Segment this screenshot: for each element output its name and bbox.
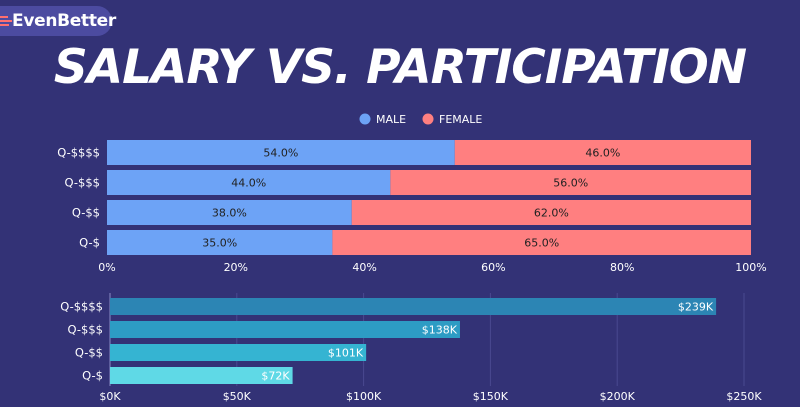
female-bar xyxy=(454,140,751,165)
x-tick-label: 100% xyxy=(735,261,766,274)
salary-bar xyxy=(110,321,460,338)
x-tick-label: 20% xyxy=(224,261,248,274)
x-tick-label: $250K xyxy=(726,390,762,403)
female-data-label: 65.0% xyxy=(524,237,559,250)
category-label: Q-$$ xyxy=(75,346,103,360)
male-data-label: 35.0% xyxy=(202,237,237,250)
legend-marker-male xyxy=(359,113,371,125)
legend-label-male: MALE xyxy=(376,113,406,126)
female-data-label: 56.0% xyxy=(553,177,588,190)
brand-name: EvenBetter xyxy=(12,11,116,31)
category-label: Q-$$ xyxy=(72,206,100,220)
category-label: Q-$$$$ xyxy=(60,300,103,314)
female-bar xyxy=(351,200,751,225)
male-bar xyxy=(107,200,352,225)
salary-data-label: $72K xyxy=(261,370,290,383)
logo-mark-icon xyxy=(0,16,14,27)
salary-data-label: $239K xyxy=(678,301,714,314)
female-data-label: 62.0% xyxy=(534,207,569,220)
x-tick-label: 40% xyxy=(352,261,376,274)
male-bar xyxy=(107,140,455,165)
male-data-label: 54.0% xyxy=(263,147,298,160)
female-bar xyxy=(390,170,751,195)
salary-data-label: $138K xyxy=(422,324,458,337)
salary-bar xyxy=(110,344,367,361)
female-data-label: 46.0% xyxy=(585,147,620,160)
category-label: Q-$ xyxy=(79,236,100,250)
legend-marker-female xyxy=(422,113,434,125)
x-tick-label: $50K xyxy=(223,390,252,403)
male-bar xyxy=(107,170,391,195)
page-title: SALARY VS. PARTICIPATION xyxy=(53,40,747,95)
x-tick-label: 80% xyxy=(610,261,634,274)
legend-label-female: FEMALE xyxy=(439,113,482,126)
male-data-label: 44.0% xyxy=(231,177,266,190)
salary-bar xyxy=(110,367,293,384)
female-bar xyxy=(332,230,751,255)
brand-logo: EvenBetter xyxy=(0,6,116,36)
category-label: Q-$ xyxy=(82,369,103,383)
category-label: Q-$$$ xyxy=(68,323,103,337)
male-data-label: 38.0% xyxy=(212,207,247,220)
x-tick-label: $150K xyxy=(473,390,509,403)
x-tick-label: 60% xyxy=(481,261,505,274)
salary-bar xyxy=(110,298,717,315)
x-tick-label: $200K xyxy=(600,390,636,403)
x-tick-label: $0K xyxy=(99,390,121,403)
category-label: Q-$$$$ xyxy=(57,146,100,160)
male-bar xyxy=(107,230,333,255)
salary-data-label: $101K xyxy=(328,347,364,360)
x-tick-label: 0% xyxy=(98,261,115,274)
category-label: Q-$$$ xyxy=(65,176,100,190)
x-tick-label: $100K xyxy=(346,390,382,403)
